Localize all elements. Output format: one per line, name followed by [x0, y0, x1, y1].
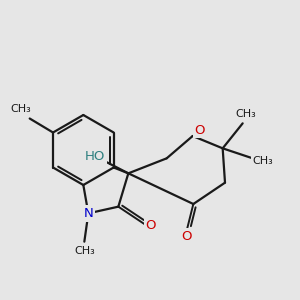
Text: O: O: [146, 219, 156, 232]
Text: O: O: [195, 124, 205, 136]
Text: N: N: [83, 207, 93, 220]
Text: HO: HO: [85, 149, 105, 163]
Text: CH₃: CH₃: [10, 104, 31, 114]
Text: CH₃: CH₃: [252, 156, 273, 166]
Text: CH₃: CH₃: [235, 109, 256, 119]
Text: CH₃: CH₃: [74, 246, 95, 256]
Text: O: O: [182, 230, 192, 243]
